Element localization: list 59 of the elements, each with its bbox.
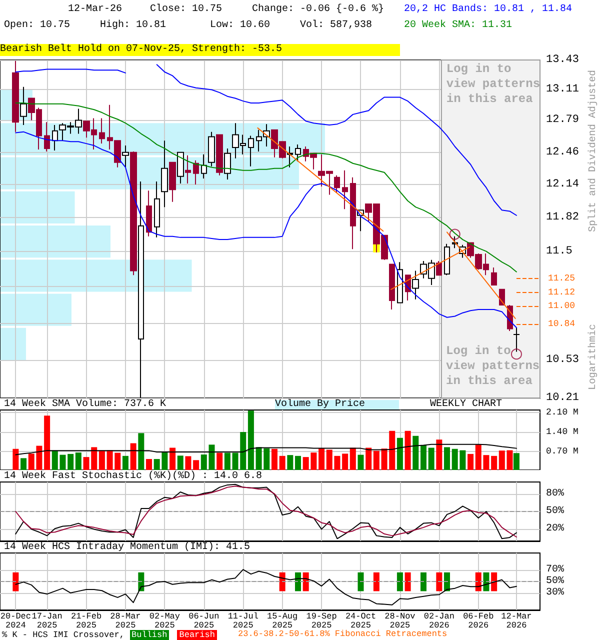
y-tick-label: 2.10 M [546, 407, 578, 418]
chart-title: 14 Week SMA Volume: 737.6 K [4, 399, 166, 410]
text: Bullish [130, 630, 170, 640]
chart-title: 14 Week Fast Stochastic (%K)(%D) : 14.0 6.8 [4, 471, 262, 482]
x-tick-label: 17-Jan 2025 [32, 612, 62, 630]
text: Close: 10.75 [150, 4, 222, 16]
text: Volume By Price [275, 399, 399, 410]
y-tick-label: 12.14 [546, 178, 580, 191]
ref-line-label: 11.12 [548, 288, 576, 298]
ref-line-label: 10.84 [548, 319, 576, 330]
x-tick-label: 24-Oct 2025 [345, 612, 376, 630]
y-tick-label: 70% [546, 564, 564, 576]
y-axis-title: Split and Dividend Adjusted [588, 70, 600, 232]
x-tick-label: 28-Nov 2025 [384, 612, 416, 630]
text: Vol: 587,938 [300, 20, 372, 32]
text: Bearish Belt Hold on 07-Nov-25, Strength: -53.5 [0, 44, 400, 56]
y-tick-label: 11.5 [546, 245, 572, 258]
x-tick-label: 02-Jan 2026 [424, 612, 454, 630]
band-label: Log in to view patterns in this area [446, 62, 540, 107]
x-tick-label: 06-Feb 2026 [463, 612, 494, 630]
y-tick-label: 12.79 [546, 114, 580, 126]
text: 23.6-38.2-50-61.8% Fibonacci Retracements [238, 629, 448, 639]
text: Low: 10.60 [210, 20, 270, 32]
x-tick-label: 19-Sep 2025 [306, 612, 337, 630]
x-tick-label: 02-May 2025 [149, 612, 180, 630]
y-tick-label: 11.82 [546, 211, 580, 224]
text: Change: -0.06 {-0.6 %} [252, 4, 384, 16]
x-tick-label: 28-Mar 2025 [110, 612, 141, 630]
text: 20 Week SMA: 11.31 [404, 20, 512, 32]
chart-title: 12-Mar-26 [68, 4, 122, 16]
x-tick-label: 11-Jul 2025 [228, 612, 258, 630]
y-tick-label: 13.11 [546, 84, 580, 96]
y-tick-label: 10.21 [546, 392, 580, 404]
annotation: Log in to view patterns in this area [446, 344, 540, 389]
y-tick-label: 10.53 [546, 354, 580, 366]
y-tick-label: 1.40 M [546, 426, 578, 437]
x-tick-label: 20-Dec 2024 [0, 612, 31, 630]
y-tick-label: 0.70 M [546, 446, 578, 457]
text: High: 10.81 [100, 20, 166, 32]
y-tick-label: 50% [546, 506, 564, 517]
text: 20,2 HC Bands: 10.81 , 11.84 [404, 4, 572, 16]
x-tick-label: 06-Jun 2025 [188, 612, 220, 630]
x-tick-label: 12-Mar 2026 [501, 612, 532, 630]
y-tick-label: 80% [546, 488, 564, 500]
y-tick-label: 13.43 [546, 54, 580, 66]
y-tick-label: 30% [546, 587, 564, 598]
ref-line-label: 11.00 [548, 301, 576, 312]
text: Open: 10.75 [4, 20, 70, 32]
y-tick-label: 50% [546, 576, 564, 587]
x-tick-label: 15-Aug 2025 [267, 612, 298, 630]
x-tick-label: 21-Feb 2025 [70, 612, 102, 630]
text: Logarithmic [588, 324, 600, 390]
text: WEEKLY CHART [430, 399, 502, 410]
legend-title: % K - HCS IMI Crossover, [2, 630, 126, 640]
text: Bearish [177, 630, 217, 640]
ref-line-label: 11.25 [548, 273, 576, 284]
chart-title: 14 Week HCS Intraday Momentum (IMI): 41.5 [4, 542, 250, 553]
y-tick-label: 12.46 [546, 146, 580, 158]
y-tick-label: 20% [546, 524, 564, 535]
